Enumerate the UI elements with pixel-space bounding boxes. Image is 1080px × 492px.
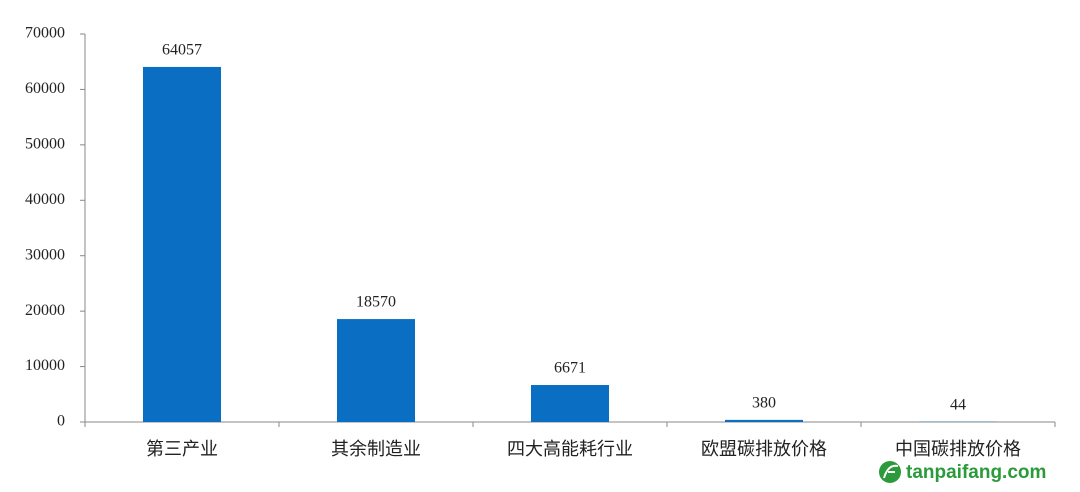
x-tick-label: 四大高能耗行业 <box>507 439 633 460</box>
data-label: 380 <box>752 395 776 412</box>
bar <box>531 385 609 422</box>
x-tick-label: 欧盟碳排放价格 <box>701 439 827 460</box>
data-label: 6671 <box>554 360 586 377</box>
data-label: 18570 <box>356 294 396 311</box>
y-tick-label: 10000 <box>25 357 65 374</box>
y-tick-label: 40000 <box>25 191 65 208</box>
data-label: 64057 <box>162 42 202 59</box>
bar <box>725 419 803 422</box>
y-tick-label: 60000 <box>25 80 65 97</box>
bar <box>337 319 415 422</box>
x-tick-label: 中国碳排放价格 <box>895 439 1021 460</box>
y-tick-label: 30000 <box>25 246 65 263</box>
x-tick-label: 第三产业 <box>146 439 218 460</box>
watermark: tanpaifang.com <box>906 462 1046 483</box>
watermark-logo <box>879 461 901 483</box>
y-tick-label: 50000 <box>25 136 65 153</box>
y-tick-label: 70000 <box>25 25 65 42</box>
bar <box>143 66 221 423</box>
y-tick-label: 20000 <box>25 302 65 319</box>
y-tick-label: 0 <box>57 413 65 430</box>
data-label: 44 <box>950 396 966 413</box>
x-tick-label: 其余制造业 <box>331 439 421 460</box>
